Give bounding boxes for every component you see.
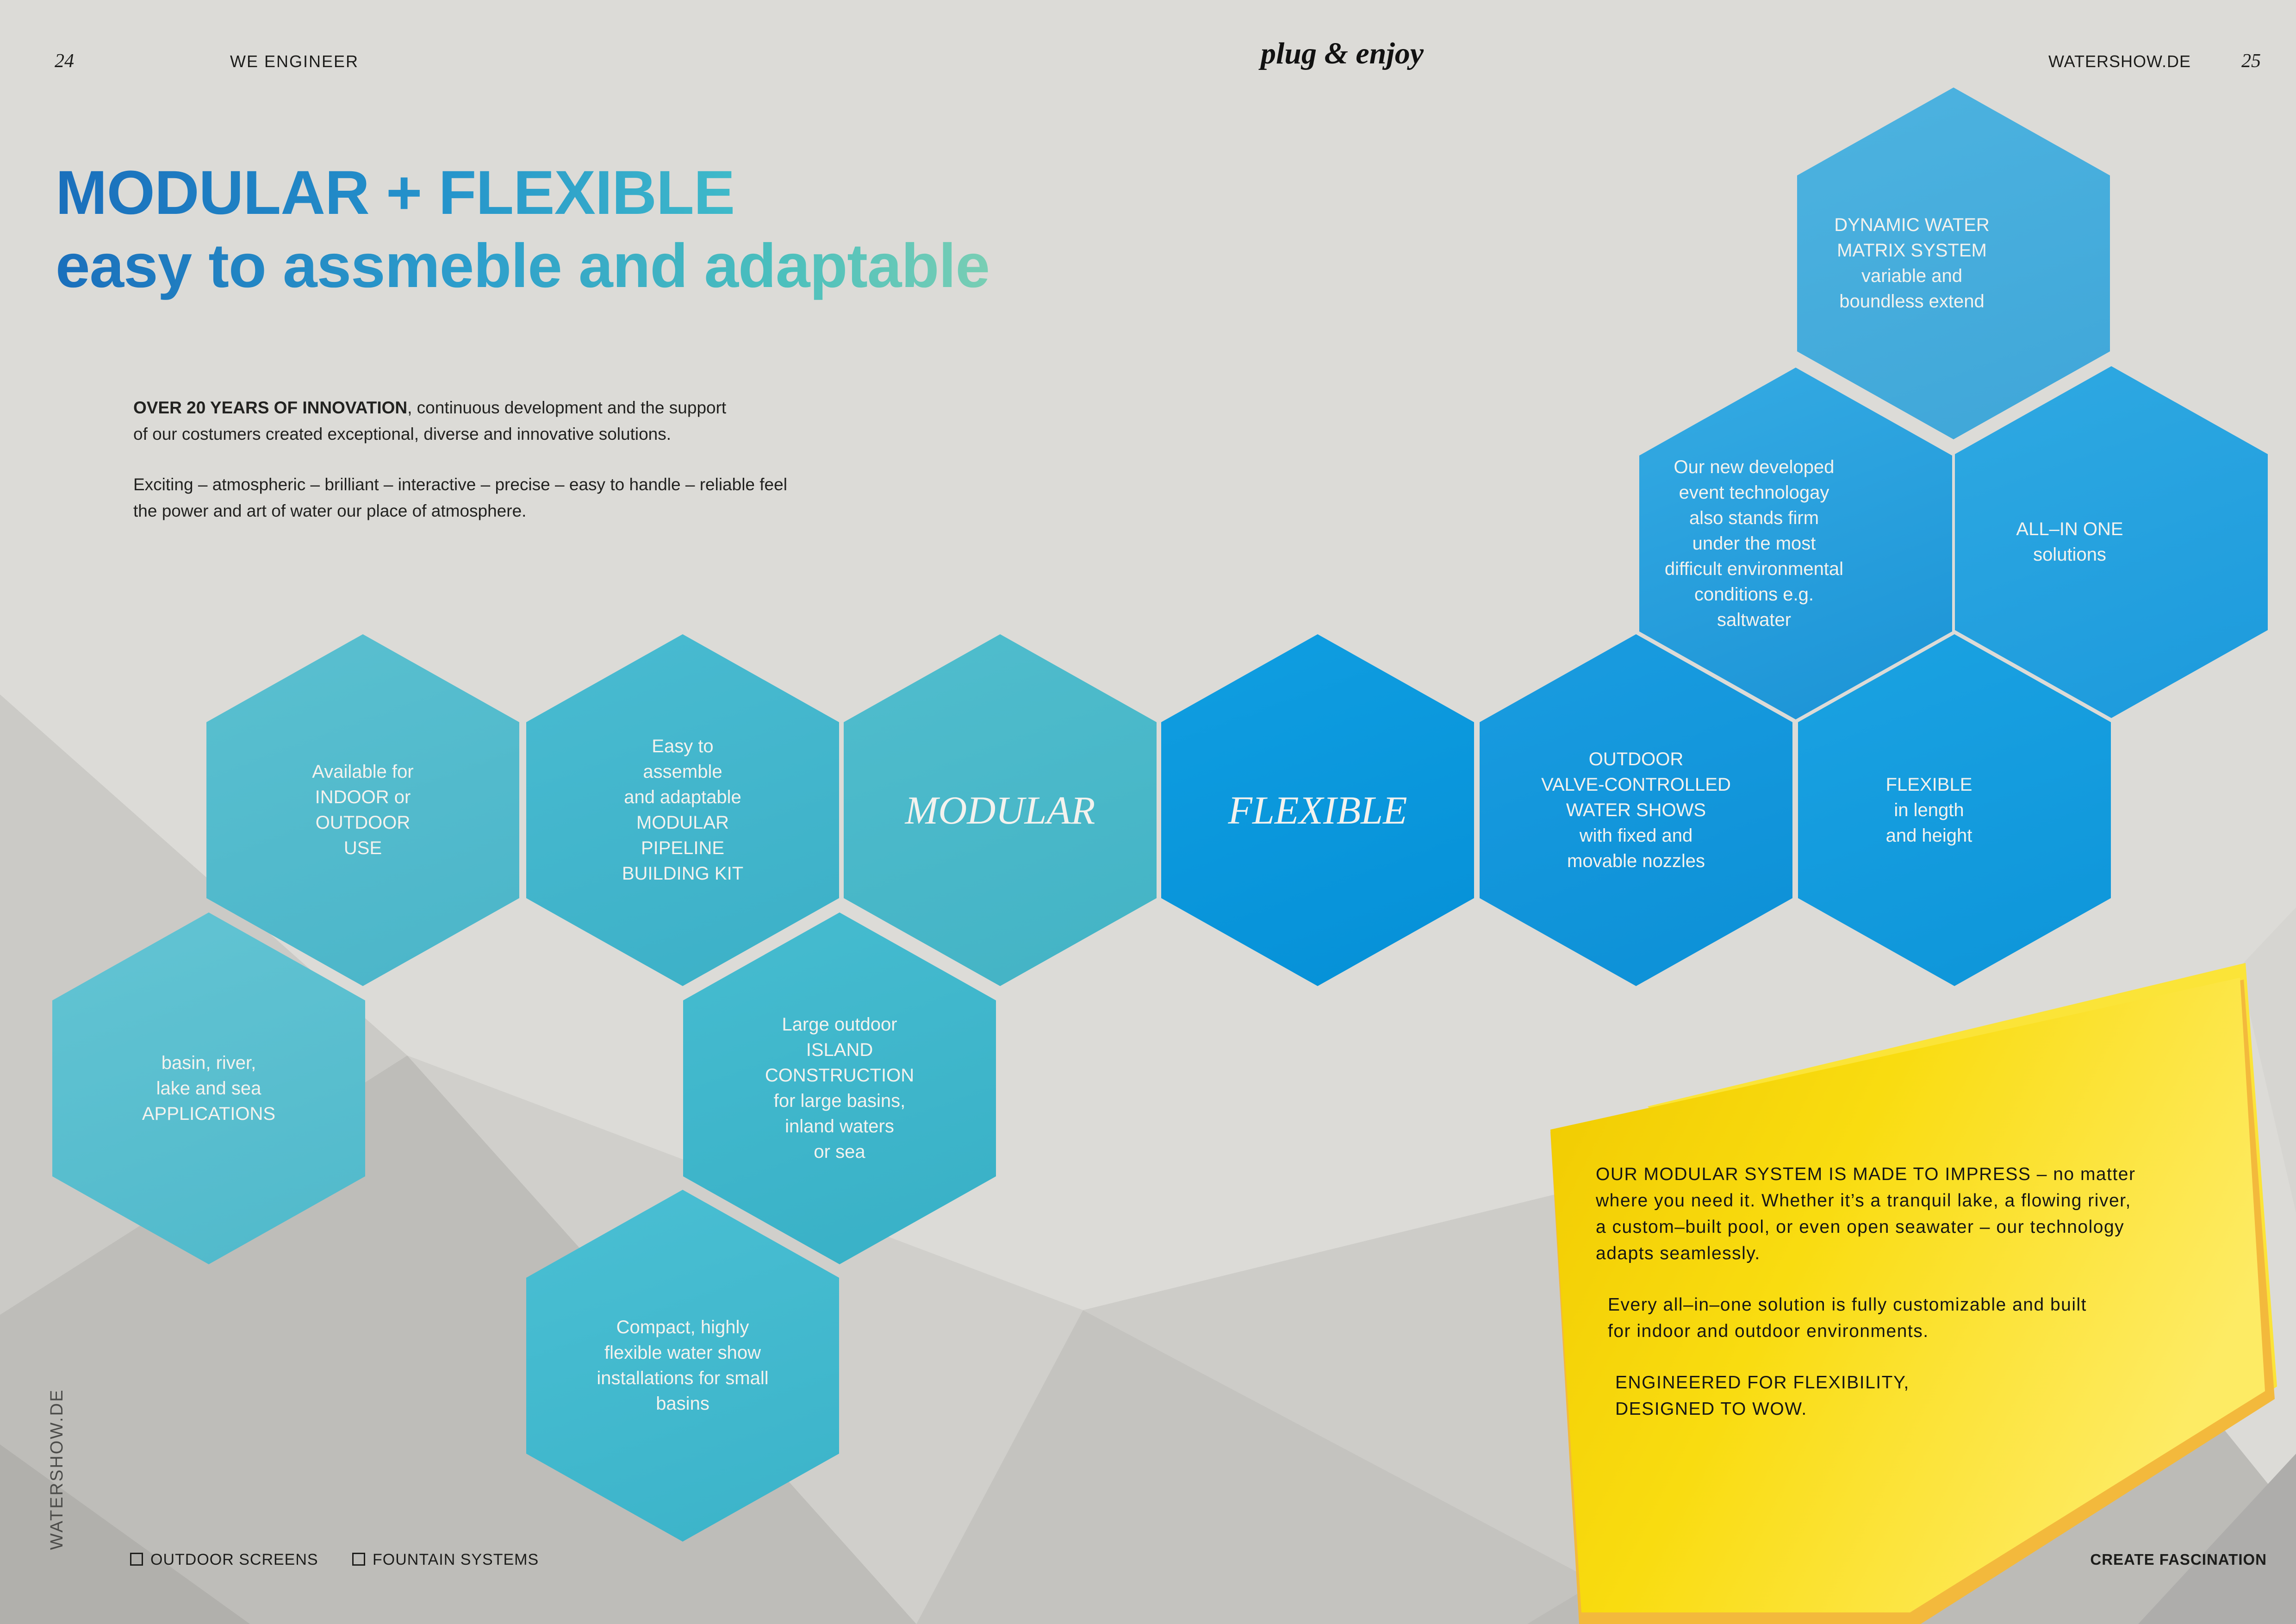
callout-paragraph-2: Every all–in–one solution is fully custo… bbox=[1608, 1295, 2087, 1341]
callout-paragraph-3: ENGINEERED FOR FLEXIBILITY, DESIGNED TO … bbox=[1615, 1373, 1910, 1419]
hexagon-label: ALL–IN ONE solutions bbox=[2016, 519, 2123, 565]
hexagon-label: Available for INDOOR or OUTDOOR USE bbox=[312, 762, 414, 858]
page-title-line1: MODULAR + FLEXIBLE bbox=[56, 156, 989, 230]
hexagon-label: basin, river, lake and sea APPLICATIONS bbox=[142, 1052, 276, 1124]
hexagon-label: OUTDOOR VALVE-CONTROLLED WATER SHOWS wit… bbox=[1541, 749, 1731, 871]
hexagon-label: Large outdoor ISLAND CONSTRUCTION for la… bbox=[765, 1014, 915, 1162]
hexagon-small-basins: Compact, highly flexible water show inst… bbox=[526, 1190, 839, 1542]
hexagon-island-construction: Large outdoor ISLAND CONSTRUCTION for la… bbox=[683, 912, 996, 1264]
hexagon-label: Our new developed event technologay also… bbox=[1664, 456, 1844, 630]
hexagon-label: Easy to assemble and adaptable MODULAR P… bbox=[622, 736, 744, 884]
page-number-left: 24 bbox=[55, 50, 74, 72]
vertical-site-label: WATERSHOW.DE bbox=[47, 1388, 67, 1550]
intro-paragraph-1: OVER 20 YEARS OF INNOVATION, continuous … bbox=[133, 394, 787, 447]
footer-item-fountain-systems: FOUNTAIN SYSTEMS bbox=[352, 1551, 539, 1569]
hexagon-label: DYNAMIC WATER MATRIX SYSTEM variable and… bbox=[1834, 215, 1990, 312]
page-title: MODULAR + FLEXIBLE easy to assmeble and … bbox=[56, 156, 990, 303]
intro-paragraph-1-lead: OVER 20 YEARS OF INNOVATION bbox=[133, 398, 408, 417]
page-title-line2: easy to assmeble and adaptable bbox=[56, 230, 990, 303]
hexagon-label: Compact, highly flexible water show inst… bbox=[597, 1317, 769, 1414]
checkbox-icon bbox=[130, 1553, 143, 1566]
header-site-label: WATERSHOW.DE bbox=[2048, 52, 2191, 71]
hexagon-label: MODULAR bbox=[905, 788, 1095, 832]
hexagon-label: FLEXIBLE bbox=[1228, 788, 1407, 832]
hexagon-valve-controlled: OUTDOOR VALVE-CONTROLLED WATER SHOWS wit… bbox=[1480, 634, 1792, 986]
footer-item-label: FOUNTAIN SYSTEMS bbox=[373, 1551, 539, 1568]
hexagon-applications: basin, river, lake and sea APPLICATIONS bbox=[52, 912, 365, 1264]
footer-item-outdoor-screens: OUTDOOR SCREENS bbox=[130, 1551, 318, 1569]
intro-paragraph-2: Exciting – atmospheric – brilliant – int… bbox=[133, 475, 787, 520]
checkbox-icon bbox=[352, 1553, 365, 1566]
intro-copy: OVER 20 YEARS OF INNOVATION, continuous … bbox=[133, 394, 787, 524]
header-section-label: WE ENGINEER bbox=[230, 52, 359, 71]
page-number-right: 25 bbox=[2241, 50, 2261, 72]
footer-item-label: OUTDOOR SCREENS bbox=[150, 1551, 318, 1568]
footer-slogan: CREATE FASCINATION bbox=[2090, 1551, 2267, 1568]
callout-paragraph-1: OUR MODULAR SYSTEM IS MADE TO IMPRESS – … bbox=[1596, 1164, 2136, 1263]
callout-copy: OUR MODULAR SYSTEM IS MADE TO IMPRESS – … bbox=[1596, 1161, 2258, 1422]
hexagon-label: FLEXIBLE in length and height bbox=[1885, 774, 1972, 846]
intro-paragraph-1-rest: , continuous development and the support… bbox=[133, 398, 727, 443]
header-tagline: plug & enjoy bbox=[1260, 37, 1424, 70]
hexagon-flexible: FLEXIBLE bbox=[1161, 634, 1474, 986]
